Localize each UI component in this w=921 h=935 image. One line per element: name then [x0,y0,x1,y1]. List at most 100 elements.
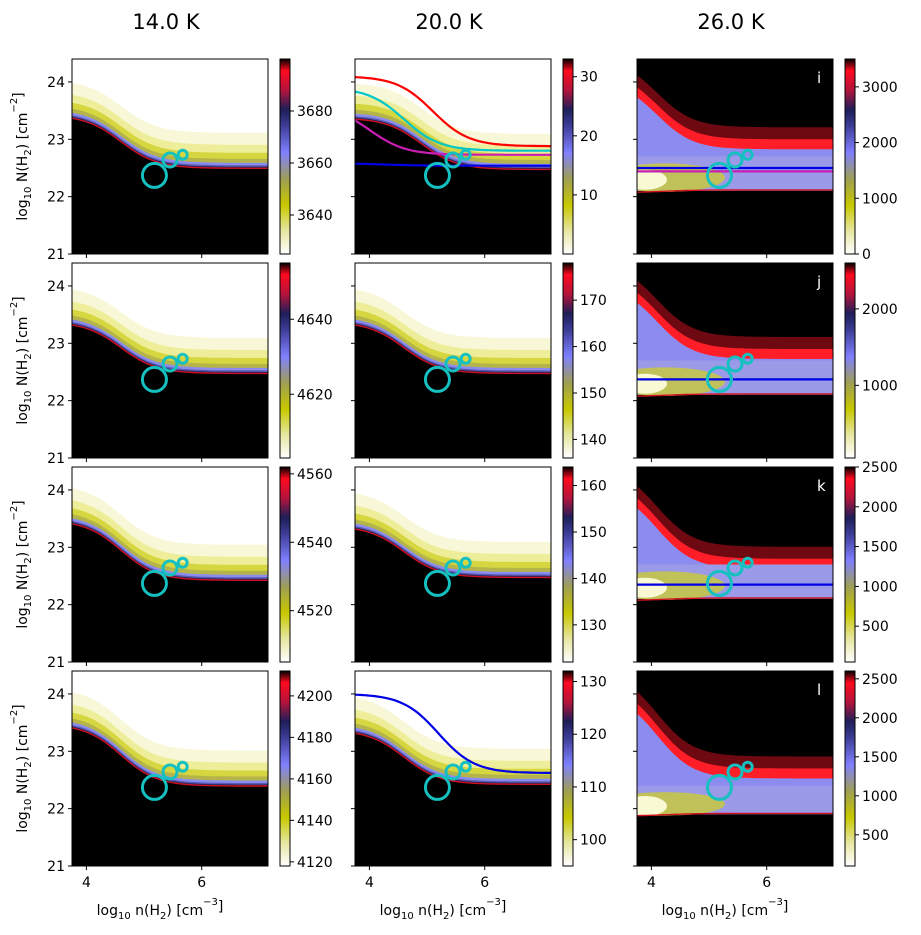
y-tick-label: 23 [47,540,65,556]
colorbar-tick-label: 20 [580,129,598,145]
axis-label-part: ) [cm [731,903,768,919]
heatmap-floor [72,325,268,458]
axis-label-part: 10 [23,391,34,404]
axis-label-part: log [15,811,31,832]
panel-frame [71,466,269,663]
panel-frame [636,466,834,663]
heatmap [72,671,268,866]
panel-label: l [817,681,821,699]
y-tick-label: 22 [47,802,65,818]
heatmap-floor [637,598,833,662]
marker-circle [423,365,451,393]
heatmap [355,467,551,662]
heatmap [637,59,833,254]
marker-circle [161,151,179,169]
marker-circle [140,161,168,189]
colorbar-tick-label: 1500 [862,750,898,766]
colorbar [562,670,574,867]
marker-circle [444,151,462,169]
axis-label-part: ] [11,704,27,709]
colorbar [279,466,291,663]
colorbar-tick-label: 1000 [862,579,898,595]
heatmap [72,263,268,458]
panel: l 4 6 500 1000 1500 2000 2500 [633,670,898,891]
colorbar-tick-label: 4120 [297,855,333,871]
marker-circle [176,148,189,161]
panels: 21 22 23 24 3640 3660 3680 10 20 30 i 0 1000 2000 3000… [47,58,898,891]
colorbar-tick-label: 110 [580,780,607,796]
colorbar [844,58,856,255]
marker-circle [161,355,179,373]
marker-circle [176,760,189,773]
axis-label-part: −3 [768,897,783,908]
colorbar-tick-label: 4540 [297,535,333,551]
edge-contour [637,393,833,397]
y-tick-label: 23 [47,132,65,148]
marker-circle [444,559,462,577]
marker-circle [161,559,179,577]
colorbar-tick-label: 160 [580,479,607,495]
axis-label-part: 2 [23,761,34,767]
colorbar-tick-label: 120 [580,727,607,743]
y-tick-label: 21 [47,655,65,671]
axis-label-part: 10 [401,911,414,922]
panel-frame [71,58,269,255]
axis-label-part: ] [501,899,506,915]
y-axis-label: log10 N(H2) [cm−2] [9,92,34,220]
y-tick-label: 24 [47,279,65,295]
y-axis-label: log10 N(H2) [cm−2] [9,296,34,424]
marker-circle [741,352,754,365]
marker-circle [423,161,451,189]
marker-circle [741,148,754,161]
axis-label-part: N(H [15,768,31,799]
y-tick-label: 24 [47,75,65,91]
axis-label-part: ] [11,296,27,301]
axis-label-part: log [15,199,31,220]
column-titles: 14.0 K 20.0 K 26.0 K [132,10,765,34]
heatmap-floor [72,524,268,662]
axis-label-part: −2 [9,506,20,521]
panel-frame [354,58,552,255]
axis-label-part: 2 [443,911,449,922]
colorbar-tick-label: 2500 [862,460,898,476]
marker-circle [161,763,179,781]
panel-label: i [817,69,821,87]
panel: j 1000 2000 [633,262,898,462]
marker-circle [459,556,472,569]
edge-contour [355,732,551,785]
marker-circle [705,569,733,597]
x-axis-label: log10 n(H2) [cm−3] [380,897,507,922]
axis-label-part: ] [11,92,27,97]
marker-circle [444,763,462,781]
colorbar [562,466,574,663]
colorbar-tick-label: 2000 [862,711,898,727]
y-axis-label: log10 N(H2) [cm−2] [9,704,34,832]
axis-label-part: log [380,903,401,919]
column-title: 26.0 K [697,10,765,34]
x-tick-label: 6 [762,875,771,891]
colorbar-tick-label: 140 [580,432,607,448]
colorbar-tick-label: 3660 [297,156,333,172]
colorbar [279,58,291,255]
marker-circle [705,773,733,801]
colorbar-tick-label: 500 [862,619,889,635]
panel-frame [636,670,834,867]
panel: 21 22 23 24 3640 3660 3680 [47,58,333,263]
contour-line [355,693,551,774]
axis-label-part: ) [cm [15,317,31,354]
axis-label-part: ] [218,899,223,915]
colorbar-tick-label: 2500 [862,672,898,688]
marker-circle [459,352,472,365]
edge-contour [72,523,268,581]
band-white [637,373,667,394]
colorbar-tick-label: 4140 [297,813,333,829]
panel: k 500 1000 1500 2000 2500 [633,460,898,666]
colorbar [844,670,856,867]
heatmap-floor [355,529,551,662]
column-title: 14.0 K [132,10,200,34]
x-axis-label: log10 n(H2) [cm−3] [97,897,224,922]
heatmap-floor [637,814,833,866]
colorbar-tick-label: 1000 [862,378,898,394]
panel-frame [71,670,269,867]
band-white [637,169,667,190]
